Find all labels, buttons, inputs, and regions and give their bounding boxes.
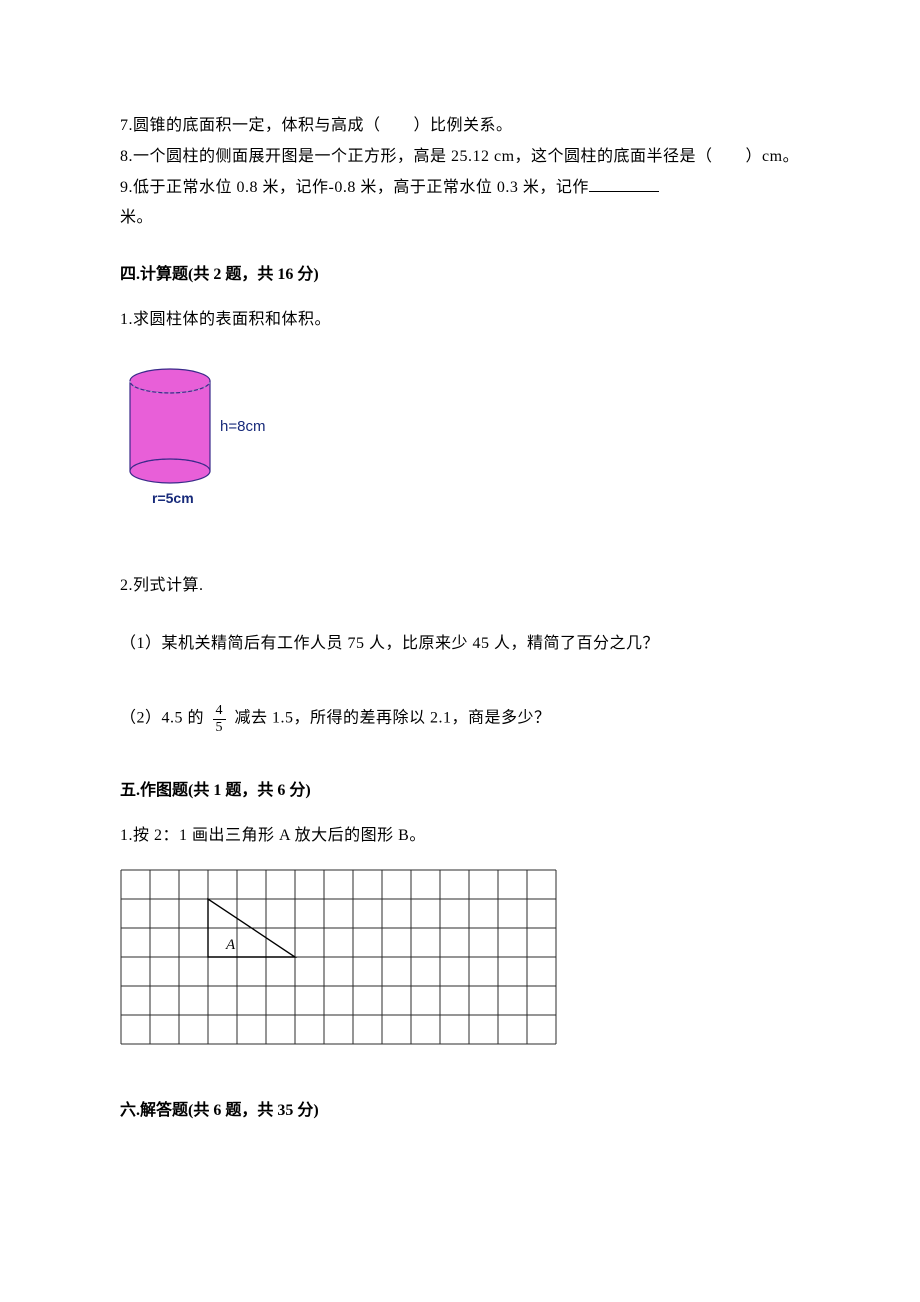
page: 7.圆锥的底面积一定，体积与高成（ ）比例关系。 8.一个圆柱的侧面展开图是一个… (0, 0, 920, 1302)
section-4-q2-2b: 减去 1.5，所得的差再除以 2.1，商是多少？ (235, 710, 551, 727)
cylinder-svg: h=8cm r=5cm (120, 363, 280, 523)
question-9-text-a: 9.低于正常水位 0.8 米，记作-0.8 米，高于正常水位 0.3 米，记作 (120, 179, 589, 196)
svg-text:r=5cm: r=5cm (152, 490, 194, 506)
blank-input (589, 177, 659, 192)
section-4-heading: 四.计算题(共 2 题，共 16 分) (120, 261, 800, 290)
question-9: 9.低于正常水位 0.8 米，记作-0.8 米，高于正常水位 0.3 米，记作 (120, 174, 800, 203)
question-8: 8.一个圆柱的侧面展开图是一个正方形，高是 25.12 cm，这个圆柱的底面半径… (120, 143, 800, 172)
fraction-num: 4 (213, 703, 227, 719)
svg-text:h=8cm: h=8cm (220, 418, 265, 435)
question-7: 7.圆锥的底面积一定，体积与高成（ ）比例关系。 (120, 112, 800, 141)
section-5-q1: 1.按 2：1 画出三角形 A 放大后的图形 B。 (120, 822, 800, 851)
svg-text:A: A (225, 937, 236, 953)
section-4-q1: 1.求圆柱体的表面积和体积。 (120, 306, 800, 335)
section-4-q2-2: （2）4.5 的 4 5 减去 1.5，所得的差再除以 2.1，商是多少？ (120, 703, 800, 735)
section-6-heading: 六.解答题(共 6 题，共 35 分) (120, 1097, 800, 1126)
question-9-tail: 米。 (120, 204, 800, 233)
section-4-q2-1: （1）某机关精简后有工作人员 75 人，比原来少 45 人，精简了百分之几？ (120, 630, 800, 659)
section-5-heading: 五.作图题(共 1 题，共 6 分) (120, 777, 800, 806)
fraction: 4 5 (213, 703, 227, 735)
cylinder-figure: h=8cm r=5cm (120, 363, 800, 534)
fraction-den: 5 (213, 720, 227, 735)
grid-figure: A (120, 869, 800, 1056)
section-4-q2: 2.列式计算. (120, 572, 800, 601)
section-4-q2-2a: （2）4.5 的 (120, 710, 204, 727)
grid-svg: A (120, 869, 557, 1045)
